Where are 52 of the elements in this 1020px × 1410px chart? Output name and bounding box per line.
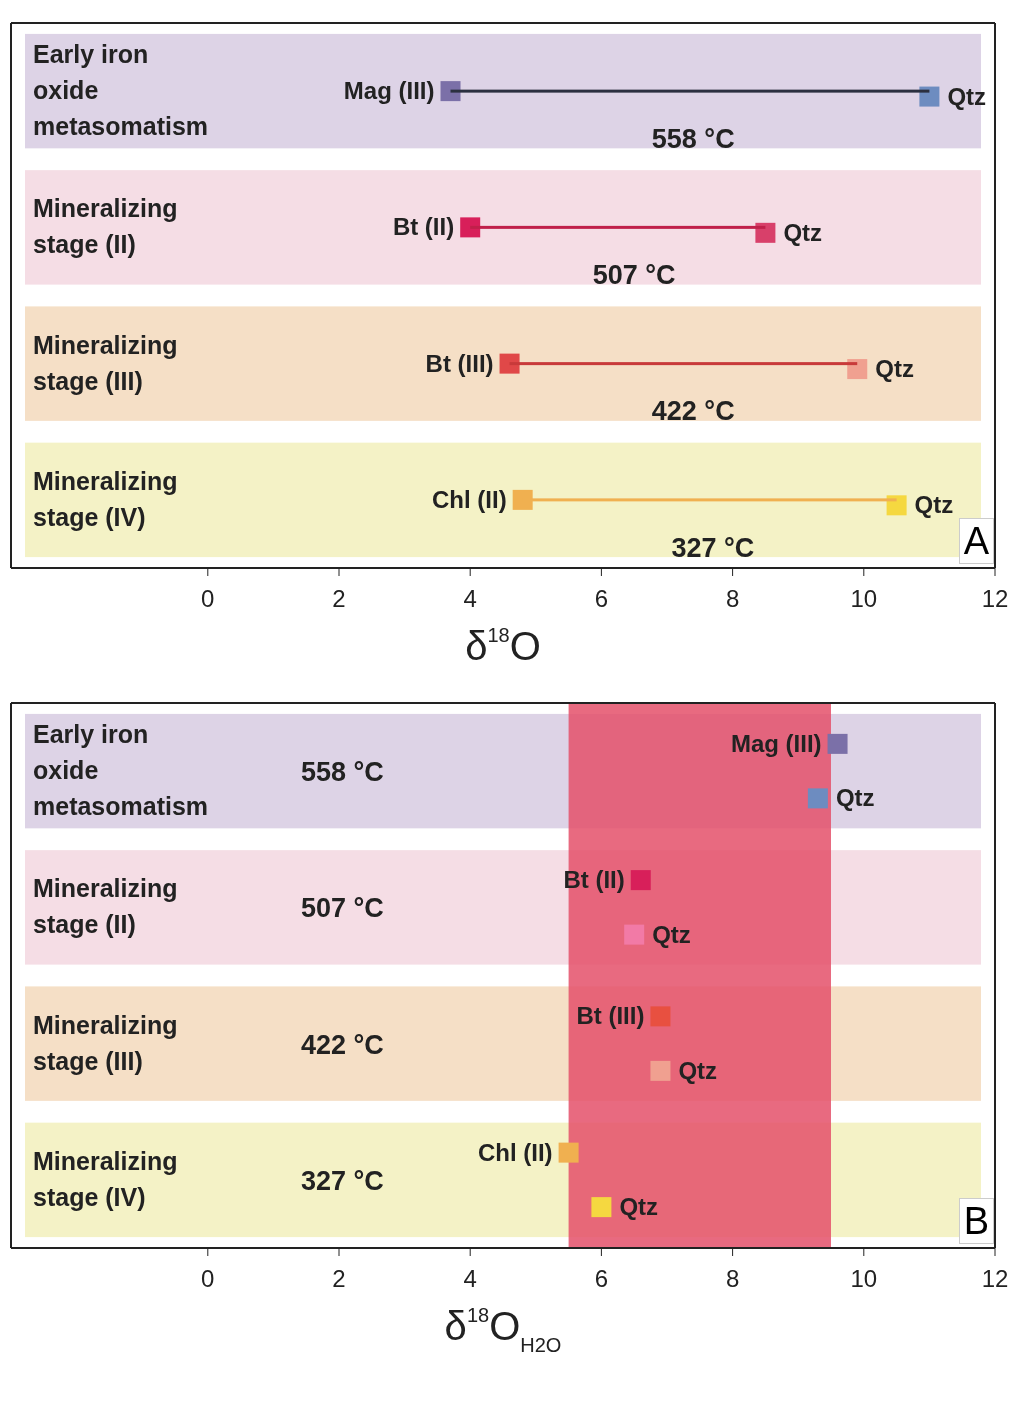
data-label: Bt (III) [576, 1002, 645, 1030]
x-tick-label: 12 [981, 1265, 1009, 1293]
x-tick-label: 10 [850, 585, 878, 613]
y-tick-label: Mineralizing stage (III) [33, 1010, 178, 1075]
data-label: Qtz [914, 491, 954, 519]
bar [470, 225, 766, 229]
y-tick-label: Early iron oxide metasomatism [33, 720, 209, 821]
data-label: Qtz [835, 784, 875, 812]
annotation: 327 °C [671, 532, 755, 563]
annotation: 422 °C [651, 396, 735, 427]
x-tick-label: 6 [594, 1265, 609, 1293]
bar [509, 362, 858, 366]
x-tick-label: 4 [463, 585, 477, 613]
y-tick-label: Mineralizing stage (IV) [33, 1146, 178, 1211]
annotation: 507 °C [301, 893, 384, 924]
annotation: 422 °C [301, 1029, 384, 1060]
annotation: 558 °C [301, 757, 384, 788]
x-axis-title: δ$^{18}$O [465, 624, 541, 668]
data-label: Bt (II) [392, 213, 455, 241]
annotation: 327 °C [301, 1165, 384, 1196]
x-axis-title: δ$^{18}$O$_{H2O}$ [444, 1304, 562, 1356]
y-tick-label: Mineralizing stage (IV) [33, 466, 178, 531]
x-tick-label: 6 [594, 585, 609, 613]
x-tick-label: 2 [332, 585, 346, 613]
data-label: Qtz [619, 1193, 659, 1221]
y-tick-label: Mineralizing stage (II) [33, 194, 178, 259]
bar [450, 89, 930, 93]
data-label: Mag (III) [730, 729, 822, 757]
data-label: Qtz [652, 920, 691, 948]
annotation: 507 °C [592, 260, 676, 291]
annotation: B [958, 1198, 994, 1244]
data-label: Chl (II) [432, 485, 507, 513]
data-label: Qtz [783, 218, 823, 246]
y-tick-label: Mineralizing stage (II) [33, 874, 178, 939]
x-tick-label: 4 [463, 1265, 477, 1293]
data-label: Bt (III) [425, 349, 494, 377]
data-label: Qtz [678, 1056, 718, 1084]
annotation: 558 °C [651, 123, 735, 154]
x-tick-label: 0 [201, 1265, 215, 1293]
data-label: Qtz [947, 82, 987, 110]
x-tick-label: 0 [201, 585, 215, 613]
data-label: Chl (II) [477, 1138, 553, 1166]
x-tick-label: 8 [725, 585, 740, 613]
x-tick-label: 8 [725, 1265, 740, 1293]
x-tick-label: 12 [981, 585, 1009, 613]
data-label: Qtz [875, 355, 914, 383]
annotation: A [958, 518, 994, 564]
x-tick-label: 10 [850, 1265, 878, 1293]
y-tick-label: Mineralizing stage (III) [33, 330, 178, 395]
data-label: Mag (III) [343, 77, 435, 105]
y-tick-label: Early iron oxide metasomatism [33, 40, 209, 141]
x-tick-label: 2 [332, 1265, 346, 1293]
